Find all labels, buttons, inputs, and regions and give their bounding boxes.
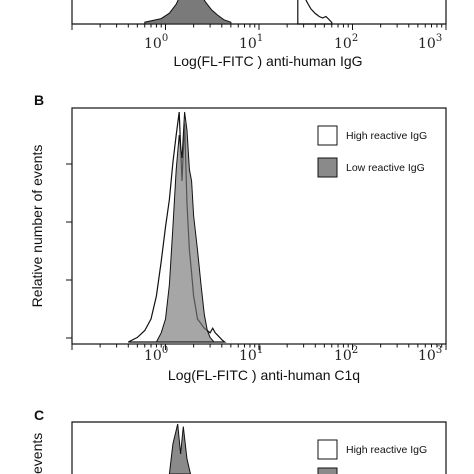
panel-a-x-ticks <box>71 24 447 30</box>
c-series-peak <box>168 423 192 474</box>
panel-c-legend: High reactive IgG <box>317 439 427 474</box>
legend-label-high-reactive: High reactive IgG <box>346 130 427 142</box>
panel-b-x-ticks <box>71 344 447 350</box>
b-tick-label-1: 101 <box>239 345 263 364</box>
panel-a: 100 101 102 103 Log(FL-FITC ) anti-human… <box>71 0 447 69</box>
b-tick-label-2: 102 <box>334 345 358 364</box>
legend-swatch-low-reactive <box>317 157 338 178</box>
panel-c-plot-area <box>168 423 192 474</box>
panel-c-letter: C <box>34 407 44 423</box>
b-tick-label-0: 100 <box>144 345 168 364</box>
panel-b: B Relative number of events 100 101 102 … <box>29 92 447 383</box>
panel-b-y-axis-title: Relative number of events <box>29 145 45 308</box>
panel-c: C events High reactive IgG <box>29 407 447 474</box>
panel-a-x-axis-title: Log(FL-FITC ) anti-human IgG <box>173 53 362 69</box>
a-series-1-line <box>297 0 333 25</box>
panel-a-frame <box>71 0 447 25</box>
legend-swatch-high-reactive <box>317 125 338 146</box>
panel-a-plot-area <box>144 0 333 25</box>
panel-b-y-ticks <box>66 163 72 339</box>
panel-b-tick-labels: 100 101 102 103 <box>144 345 442 364</box>
panel-b-plot-area <box>128 111 227 343</box>
a-tick-label-0: 100 <box>144 33 168 52</box>
legend-label-low-reactive: Low reactive IgG <box>346 162 425 174</box>
panel-a-tick-labels: 100 101 102 103 <box>144 33 442 52</box>
panel-b-legend: High reactive IgG Low reactive IgG <box>317 125 427 178</box>
legend-swatch-high-reactive-c <box>317 439 338 460</box>
panel-b-x-axis-title: Log(FL-FITC ) anti-human C1q <box>168 367 360 383</box>
legend-swatch-low-reactive-c <box>317 467 338 474</box>
a-tick-label-3: 103 <box>418 33 442 52</box>
panel-c-frame <box>71 421 447 474</box>
panel-b-letter: B <box>34 92 44 108</box>
b-series-low-reactive <box>155 111 216 343</box>
a-tick-label-2: 102 <box>334 33 358 52</box>
panel-b-frame <box>71 107 447 345</box>
b-tick-label-3: 103 <box>418 345 442 364</box>
a-series-0-area <box>144 0 232 25</box>
legend-label-high-reactive-c: High reactive IgG <box>346 444 427 456</box>
a-tick-label-1: 101 <box>239 33 263 52</box>
panel-c-y-axis-title: events <box>29 433 45 474</box>
